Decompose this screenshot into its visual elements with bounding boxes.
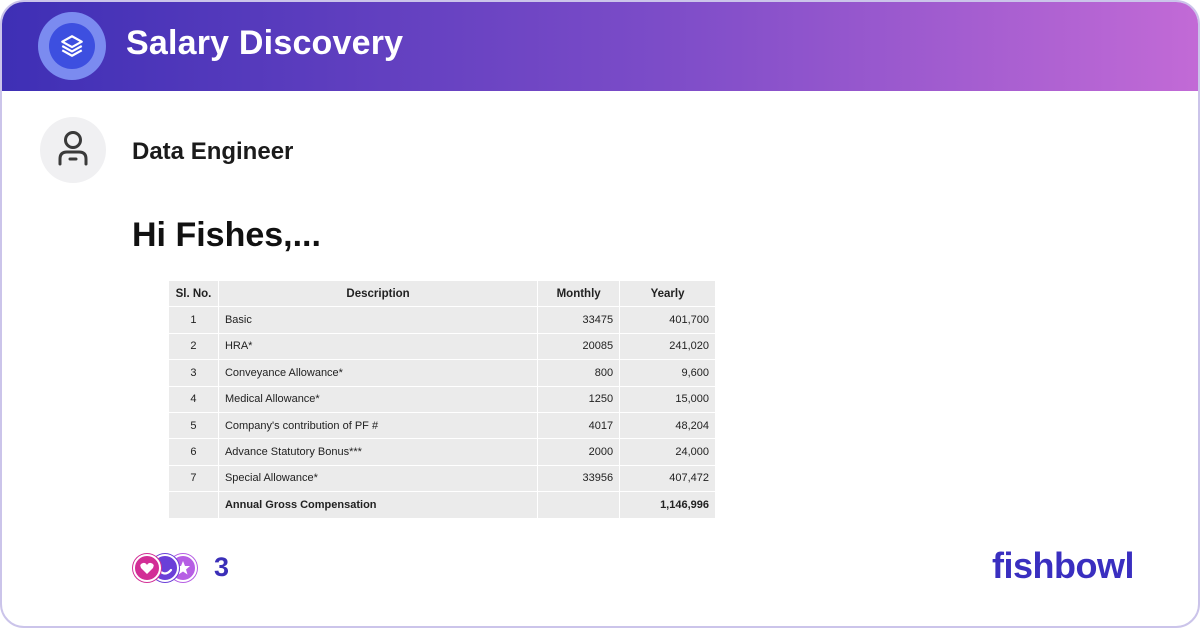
cell-description: Medical Allowance* bbox=[217, 385, 539, 413]
avatar[interactable] bbox=[40, 117, 106, 183]
cell-sl: 1 bbox=[168, 306, 219, 334]
cell-yearly: 48,204 bbox=[619, 411, 716, 440]
author-role[interactable]: Data Engineer bbox=[132, 138, 294, 165]
table-row: 3 Conveyance Allowance* 800 9,600 bbox=[168, 359, 716, 387]
cell-monthly bbox=[537, 491, 621, 519]
column-header: Yearly bbox=[619, 279, 716, 308]
cell-sl: 5 bbox=[168, 411, 219, 440]
cell-description: HRA* bbox=[217, 332, 539, 361]
table-row: 5 Company's contribution of PF # 4017 48… bbox=[168, 411, 716, 440]
post-title[interactable]: Hi Fishes,... bbox=[132, 216, 321, 254]
cell-monthly: 2000 bbox=[537, 438, 621, 466]
salary-table: Sl. No. Description Monthly Yearly 1 Bas… bbox=[168, 279, 716, 519]
table-row: 1 Basic 33475 401,700 bbox=[168, 306, 716, 334]
heart-reaction-icon bbox=[132, 553, 162, 583]
column-header: Description bbox=[217, 279, 539, 308]
cell-sl: 3 bbox=[168, 359, 219, 387]
cell-monthly: 20085 bbox=[537, 332, 621, 361]
cell-sl bbox=[168, 491, 219, 519]
cell-yearly: 401,700 bbox=[619, 306, 716, 334]
table-row: 4 Medical Allowance* 1250 15,000 bbox=[168, 385, 716, 413]
cell-sl: 4 bbox=[168, 385, 219, 413]
column-header: Sl. No. bbox=[168, 279, 219, 308]
cell-description: Advance Statutory Bonus*** bbox=[217, 438, 539, 466]
cell-yearly: 24,000 bbox=[619, 438, 716, 466]
cell-yearly: 15,000 bbox=[619, 385, 716, 413]
cell-description: Basic bbox=[217, 306, 539, 334]
cell-monthly: 4017 bbox=[537, 411, 621, 440]
cell-yearly: 407,472 bbox=[619, 464, 716, 493]
cell-monthly: 800 bbox=[537, 359, 621, 387]
app-logo bbox=[38, 12, 106, 80]
cell-description: Conveyance Allowance* bbox=[217, 359, 539, 387]
header-title: Salary Discovery bbox=[126, 24, 404, 62]
table-header-row: Sl. No. Description Monthly Yearly bbox=[168, 279, 716, 308]
cell-monthly: 33475 bbox=[537, 306, 621, 334]
brand-logo: fishbowl bbox=[992, 545, 1135, 586]
cell-yearly: 1,146,996 bbox=[619, 491, 716, 519]
cell-sl: 2 bbox=[168, 332, 219, 361]
table-row: 2 HRA* 20085 241,020 bbox=[168, 332, 716, 361]
table-row: 7 Special Allowance* 33956 407,472 bbox=[168, 464, 716, 493]
header-bar: Salary Discovery bbox=[2, 2, 1198, 91]
cell-sl: 7 bbox=[168, 464, 219, 493]
layers-icon bbox=[49, 23, 95, 69]
reactions-summary[interactable]: 3 bbox=[132, 550, 229, 584]
cell-monthly: 1250 bbox=[537, 385, 621, 413]
reaction-count: 3 bbox=[214, 551, 230, 582]
cell-monthly: 33956 bbox=[537, 464, 621, 493]
reaction-icons bbox=[132, 551, 200, 583]
cell-yearly: 9,600 bbox=[619, 359, 716, 387]
table-total-row: Annual Gross Compensation 1,146,996 bbox=[168, 491, 716, 519]
cell-description: Annual Gross Compensation bbox=[217, 491, 539, 519]
user-icon bbox=[56, 129, 90, 172]
cell-sl: 6 bbox=[168, 438, 219, 466]
cell-yearly: 241,020 bbox=[619, 332, 716, 361]
column-header: Monthly bbox=[537, 279, 621, 308]
table-row: 6 Advance Statutory Bonus*** 2000 24,000 bbox=[168, 438, 716, 466]
cell-description: Special Allowance* bbox=[217, 464, 539, 493]
cell-description: Company's contribution of PF # bbox=[217, 411, 539, 440]
